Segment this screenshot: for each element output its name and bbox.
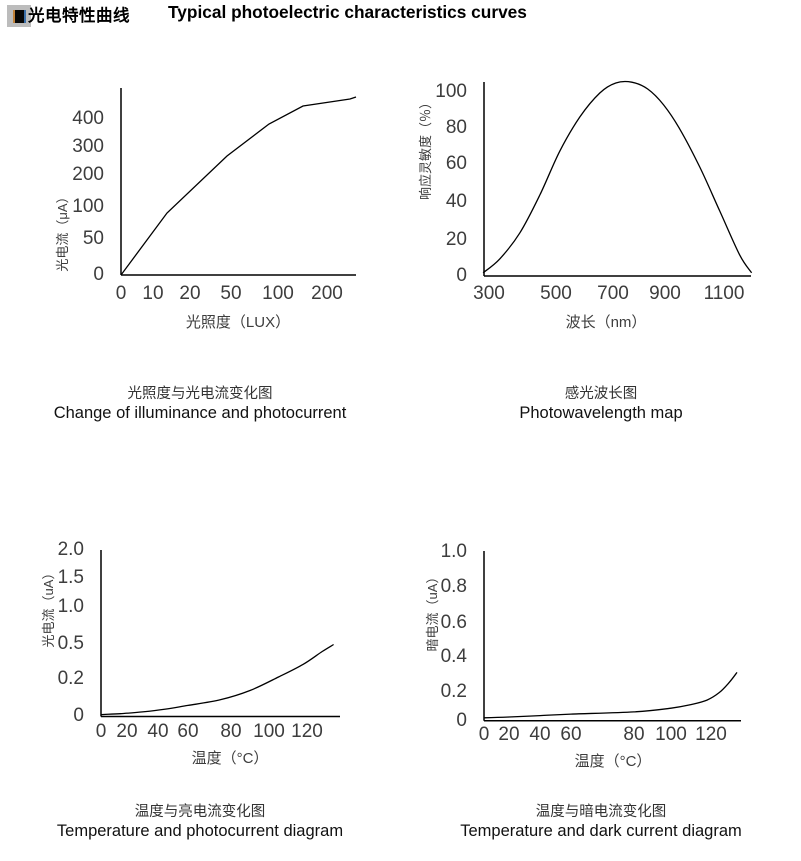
svg-text:0.6: 0.6 [441, 612, 467, 633]
svg-text:0: 0 [96, 721, 107, 742]
svg-text:400: 400 [72, 108, 104, 129]
svg-text:0: 0 [93, 264, 104, 285]
svg-text:0.4: 0.4 [441, 646, 468, 667]
svg-text:光照度（LUX）: 光照度（LUX） [186, 314, 290, 331]
svg-text:响应灵敏度（％）: 响应灵敏度（％） [418, 96, 433, 200]
svg-text:1.5: 1.5 [58, 567, 84, 588]
svg-text:波长（nm）: 波长（nm） [566, 314, 647, 331]
svg-text:温度（°C）: 温度（°C） [192, 750, 269, 767]
svg-text:光电流（μA）: 光电流（μA） [55, 190, 70, 271]
svg-text:120: 120 [291, 721, 323, 742]
svg-text:100: 100 [435, 81, 467, 102]
svg-text:200: 200 [311, 283, 343, 304]
svg-text:0: 0 [456, 265, 467, 286]
svg-text:40: 40 [529, 724, 550, 745]
svg-text:10: 10 [142, 283, 163, 304]
svg-text:2.0: 2.0 [58, 539, 84, 560]
svg-text:0: 0 [479, 724, 490, 745]
svg-text:0.2: 0.2 [441, 681, 467, 702]
svg-text:20: 20 [116, 721, 137, 742]
svg-text:120: 120 [695, 724, 727, 745]
svg-text:20: 20 [498, 724, 519, 745]
svg-text:100: 100 [253, 721, 285, 742]
svg-text:40: 40 [446, 191, 467, 212]
svg-text:1.0: 1.0 [58, 596, 84, 617]
svg-text:0.2: 0.2 [58, 668, 84, 689]
svg-text:100: 100 [655, 724, 687, 745]
svg-text:0: 0 [456, 710, 467, 731]
svg-text:1.0: 1.0 [441, 541, 467, 562]
svg-text:0: 0 [73, 705, 84, 726]
svg-text:60: 60 [446, 153, 467, 174]
svg-text:700: 700 [597, 283, 629, 304]
svg-text:80: 80 [220, 721, 241, 742]
svg-text:1100: 1100 [704, 283, 745, 304]
svg-text:0.8: 0.8 [441, 576, 467, 597]
svg-text:光电流（uA）: 光电流（uA） [41, 567, 56, 648]
svg-text:60: 60 [560, 724, 581, 745]
svg-text:300: 300 [473, 283, 505, 304]
svg-text:40: 40 [147, 721, 168, 742]
svg-text:0.5: 0.5 [58, 633, 84, 654]
svg-text:900: 900 [649, 283, 681, 304]
svg-text:温度（°C）: 温度（°C） [575, 753, 652, 770]
svg-text:50: 50 [220, 283, 241, 304]
svg-text:200: 200 [72, 164, 104, 185]
svg-text:50: 50 [83, 228, 104, 249]
svg-text:80: 80 [446, 117, 467, 138]
svg-text:60: 60 [177, 721, 198, 742]
svg-text:80: 80 [623, 724, 644, 745]
svg-text:暗电流（uA）: 暗电流（uA） [425, 571, 440, 652]
svg-text:500: 500 [540, 283, 572, 304]
svg-text:20: 20 [179, 283, 200, 304]
svg-text:0: 0 [116, 283, 127, 304]
svg-text:100: 100 [262, 283, 294, 304]
svg-text:20: 20 [446, 229, 467, 250]
svg-text:300: 300 [72, 136, 104, 157]
svg-text:100: 100 [72, 196, 104, 217]
